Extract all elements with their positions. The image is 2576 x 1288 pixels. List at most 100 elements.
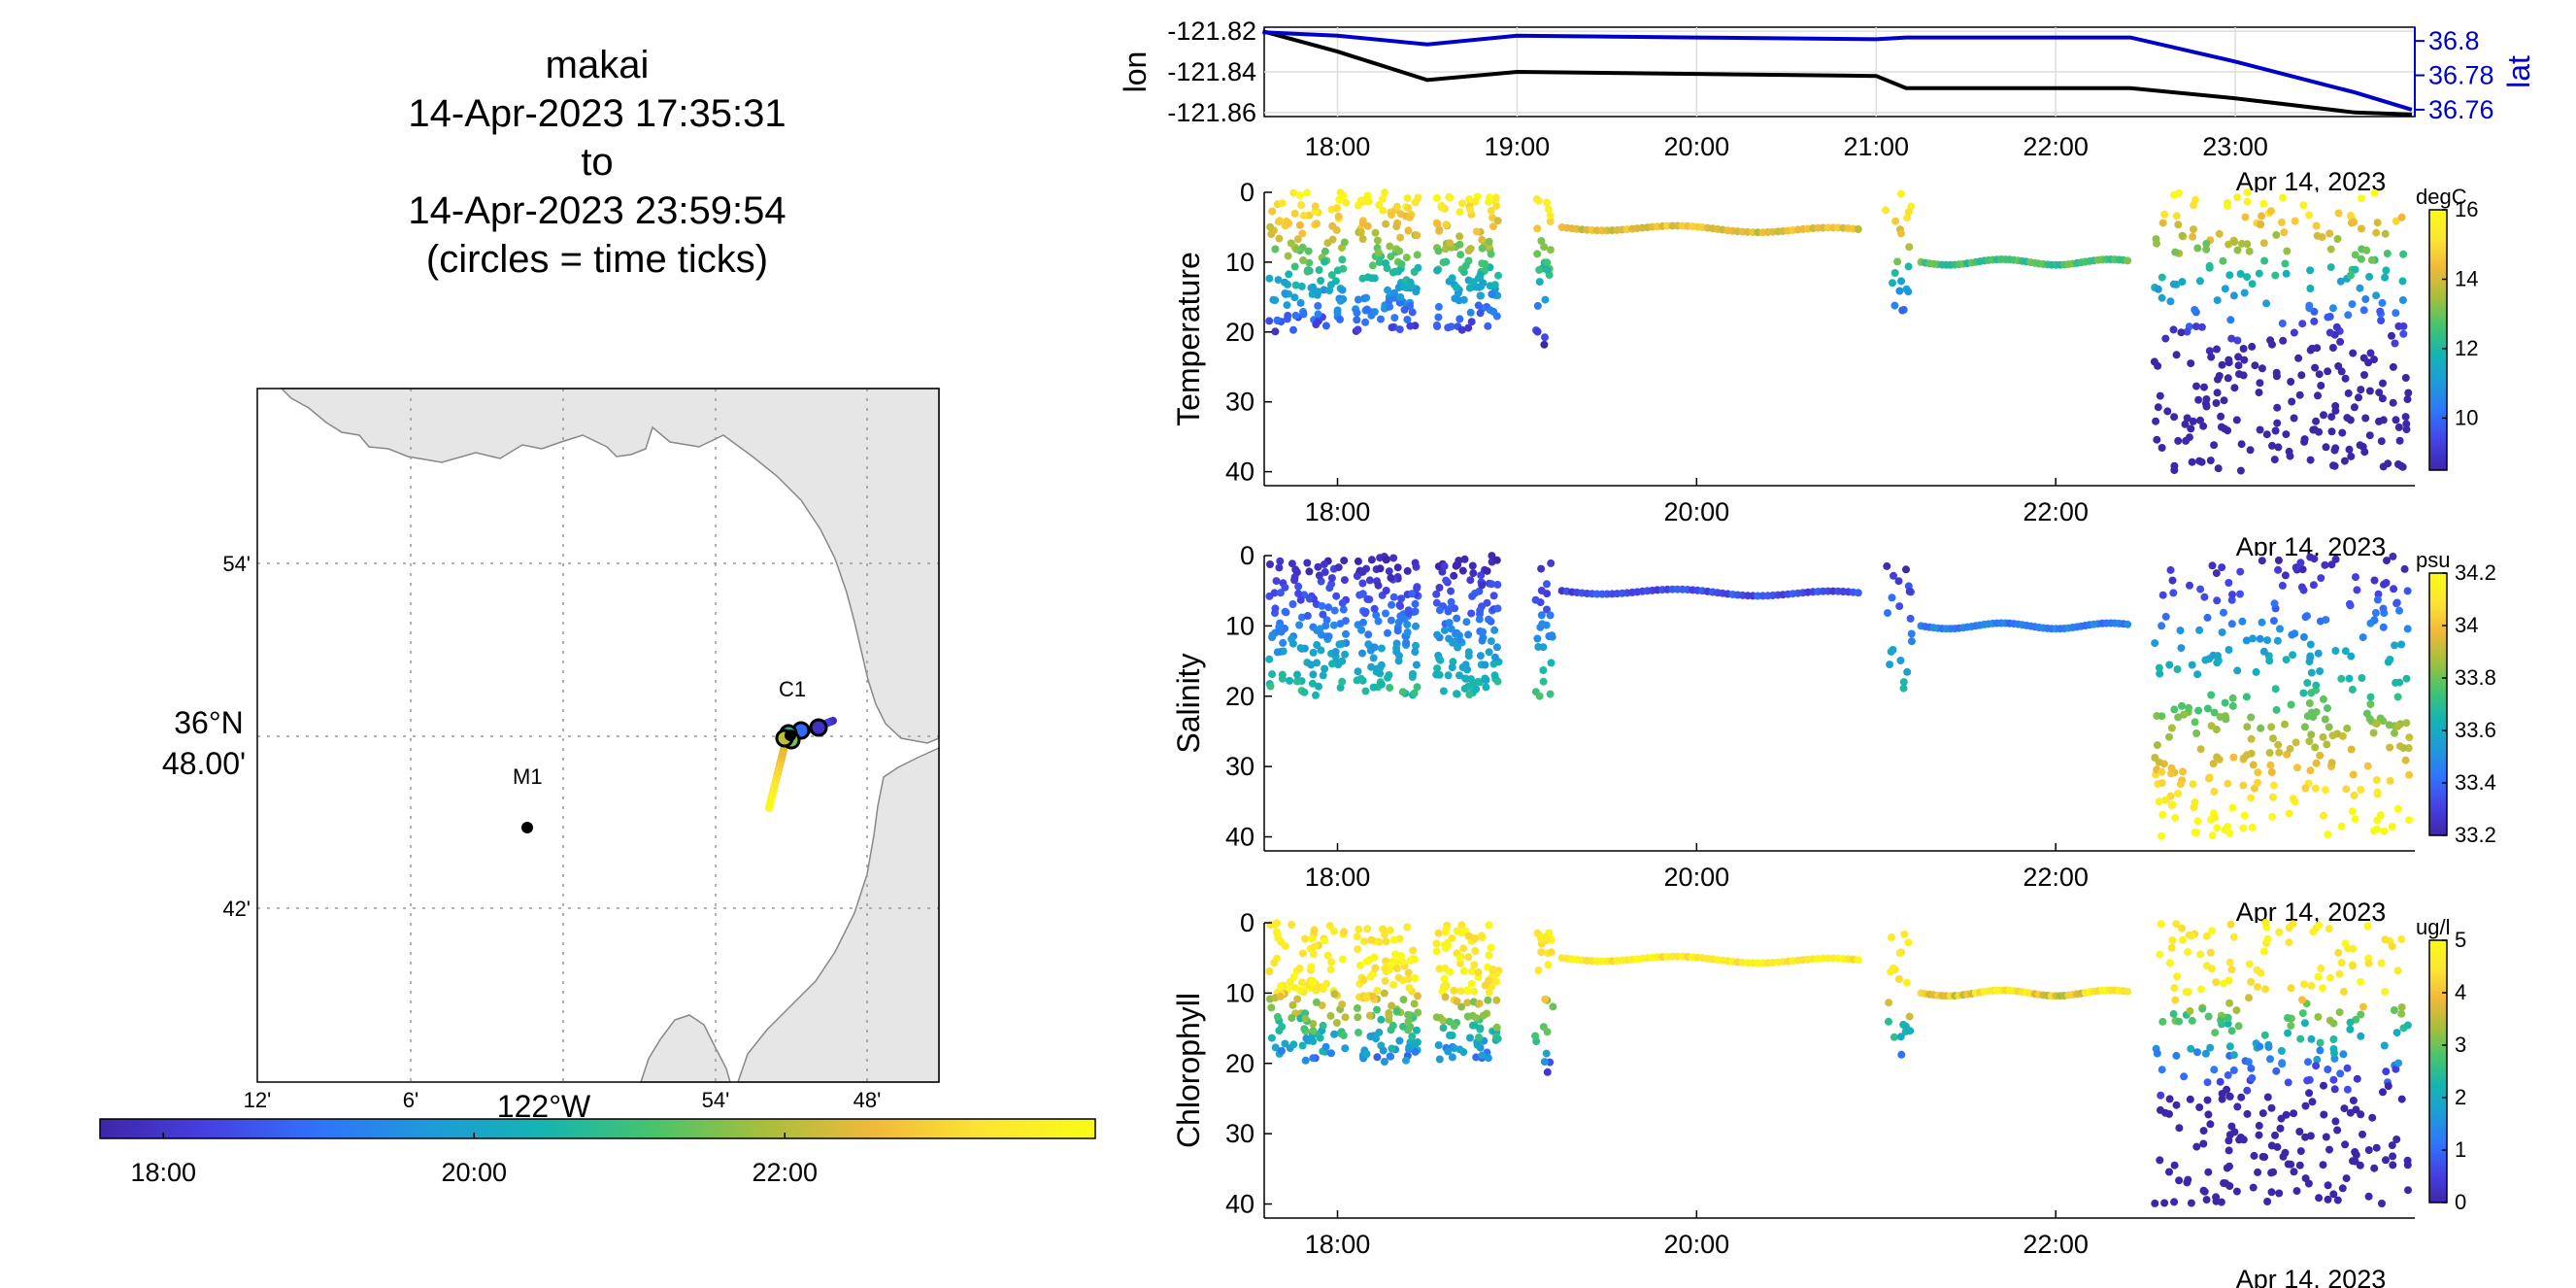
chlorophyll-point [2397,1095,2406,1103]
temperature-point [1328,235,1337,244]
salinity-point [2158,591,2167,599]
salinity-point [2191,829,2199,836]
salinity-point [2188,661,2196,669]
chlorophyll-point [2255,1121,2263,1130]
temperature-point [2359,354,2368,362]
salinity-point [1436,656,1445,664]
chlorophyll-point [1457,1002,1466,1011]
temperature-point [1396,233,1405,242]
temperature-ytick-1: 10 [1225,248,1255,277]
salinity-point [1329,621,1338,629]
chlorophyll-point [1905,1012,1914,1021]
salinity-point [1481,674,1489,683]
chlorophyll-point [1365,1011,1374,1020]
temperature-point [1373,236,1382,245]
salinity-point [2193,670,2202,679]
chlorophyll-point [2316,1038,2325,1047]
temperature-point [2158,273,2166,282]
chlorophyll-point [2329,1075,2338,1084]
salinity-point [2194,706,2203,715]
temperature-point [1448,274,1456,283]
temperature-point [1472,227,1481,236]
chlorophyll-point [1432,1013,1441,1022]
chlorophyll-point [2303,1076,2312,1085]
chlorophyll-point [1453,927,1461,935]
temperature-point [2189,232,2197,241]
chlorophyll-point [2260,1031,2269,1039]
salinity-point [2347,652,2356,661]
chlorophyll-point [1890,1033,1898,1041]
chlorophyll-point [1441,928,1450,936]
salinity-point [1490,626,1499,634]
temperature-point [1321,257,1328,266]
chlorophyll-point [2245,994,2253,1002]
salinity-point [1365,595,1374,604]
temperature-point [1293,235,1302,244]
chlorophyll-point [2346,1018,2355,1027]
chlorophyll-point [2208,965,2216,973]
temperature-point [1305,258,1314,267]
temperature-point [2376,307,2385,316]
salinity-point [1292,568,1301,577]
salinity-point [2213,659,2222,667]
chlorophyll-point [1455,954,1464,963]
salinity-point [1319,671,1327,680]
temperature-point [2334,209,2343,218]
temperature-point [2281,259,2290,268]
chlorophyll-point [2316,1046,2325,1055]
chlorophyll-point [2208,927,2217,935]
chlorophyll-point [2202,932,2211,940]
salinity-date-label: Apr 14, 2023 [2236,898,2387,927]
chlorophyll-point [1321,936,1329,945]
temperature-point [2357,254,2365,263]
chlorophyll-point [1355,925,1363,933]
chlorophyll-point [2165,1095,2174,1103]
temperature-point [2394,460,2402,468]
chlorophyll-point [2272,1067,2281,1075]
temperature-point [1295,191,1304,200]
salinity-point [2302,612,2311,621]
salinity-point [2269,617,2278,626]
chlorophyll-xtick-0: 18:00 [1305,1230,1371,1259]
temperature-point [2171,248,2180,256]
temperature-point [2333,235,2342,243]
temperature-point [2337,367,2346,376]
chlorophyll-point [2349,1097,2358,1104]
temperature-point [2239,371,2248,380]
chlorophyll-point [1298,1041,1307,1050]
salinity-point [2229,753,2238,762]
salinity-point [1303,559,1312,567]
chlorophyll-point [1470,987,1479,996]
chlorophyll-point [1448,1053,1456,1062]
temperature-point [2202,245,2211,254]
salinity-point [2389,552,2397,560]
salinity-point [2319,695,2327,703]
salinity-point [1485,615,1492,624]
chlorophyll-point [1895,949,1904,957]
salinity-point [2247,794,2256,802]
temperature-point [1889,279,1896,288]
salinity-point [2281,720,2289,729]
chlorophyll-point [1472,1053,1481,1062]
chlorophyll-point [2263,1093,2272,1102]
temperature-point [1457,325,1466,334]
temperature-point [1386,242,1394,251]
chlorophyll-point [2285,938,2293,947]
temperature-point [2311,363,2320,372]
temperature-point [1474,301,1483,310]
temperature-point [1267,230,1276,238]
salinity-point [2192,729,2201,737]
salinity-point [1468,680,1477,689]
chlorophyll-point [2346,1108,2355,1117]
chlorophyll-point [1381,977,1389,985]
time-colorbar-label-0: 18:00 [130,1158,196,1187]
chlorophyll-point [2392,1029,2401,1037]
temperature-point [2236,466,2245,475]
salinity-point [1547,659,1556,667]
title-line-3: to [581,141,613,184]
temperature-point [1484,322,1492,330]
temperature-point [2239,345,2248,353]
temperature-point [1271,327,1280,336]
salinity-point [1342,629,1350,638]
salinity-point [1899,684,1908,693]
